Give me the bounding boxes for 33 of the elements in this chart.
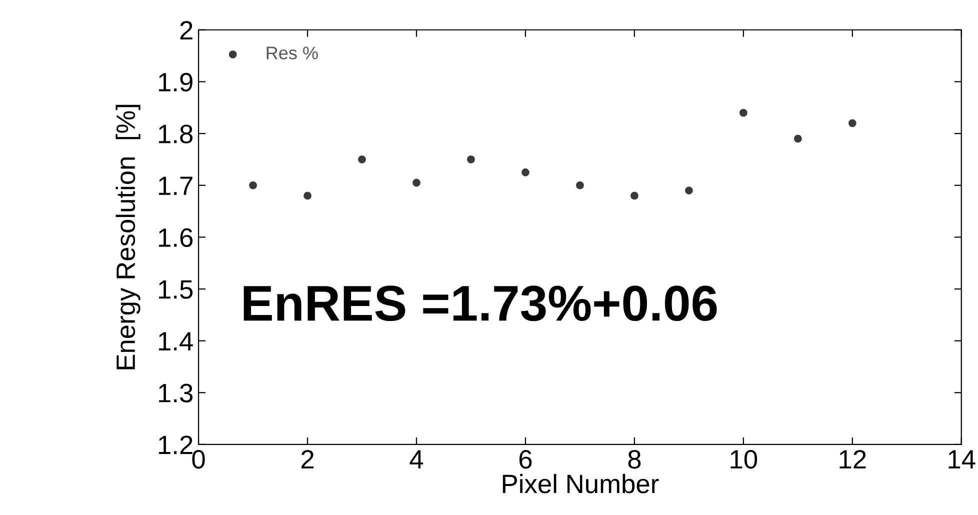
y-tick-label: 1.4 xyxy=(159,332,193,350)
y-tick-label: 1.8 xyxy=(159,124,193,144)
y-tick-label: 1.7 xyxy=(159,176,192,195)
y-tick-label: 1.5 xyxy=(159,280,193,299)
point xyxy=(467,155,475,164)
point xyxy=(522,168,530,176)
x-axis-title: Pixel Number xyxy=(502,474,659,494)
point xyxy=(848,119,856,128)
point xyxy=(630,192,638,200)
x-tick-label: 8 xyxy=(628,450,641,469)
point xyxy=(358,155,366,164)
point xyxy=(739,108,748,117)
x-tick-label: 0 xyxy=(192,450,205,469)
y-tick-label: 2 xyxy=(180,21,192,40)
y-tick-label: 1.3 xyxy=(159,384,193,402)
y-tick-label: 1.9 xyxy=(159,72,192,92)
annotation: EnRES =1.73%+0.06 xyxy=(244,286,717,322)
y-axis-title: Energy Resolution [%] xyxy=(116,104,140,370)
y-tick-label: 1.2 xyxy=(159,436,192,454)
point xyxy=(576,181,584,190)
x-tick-label: 14 xyxy=(948,450,976,468)
y-tick-label: 1.6 xyxy=(159,228,193,247)
point xyxy=(794,134,802,143)
point xyxy=(684,186,693,194)
x-tick-label: 2 xyxy=(302,450,314,468)
x-tick-label: 6 xyxy=(519,450,532,469)
x-tick-label: 4 xyxy=(410,450,424,468)
x-tick-label: 10 xyxy=(730,450,758,469)
point xyxy=(304,192,312,200)
point xyxy=(412,178,420,187)
x-tick-label: 12 xyxy=(840,450,866,468)
legend-label: Res % xyxy=(266,46,318,60)
point xyxy=(249,181,257,190)
